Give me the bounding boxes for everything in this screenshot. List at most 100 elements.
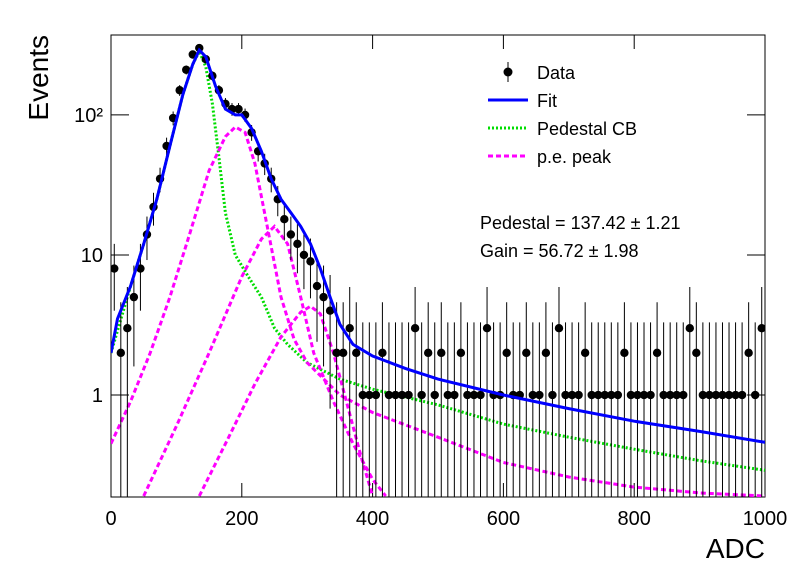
data-point bbox=[580, 348, 590, 358]
data-point bbox=[724, 390, 734, 400]
data-point bbox=[613, 390, 623, 400]
fit-curve bbox=[111, 125, 765, 497]
data-point bbox=[175, 86, 184, 95]
x-tick-label: 600 bbox=[487, 508, 520, 530]
y-tick-label: 10² bbox=[74, 105, 103, 127]
y-tick-label: 1 bbox=[92, 385, 103, 407]
data-point bbox=[665, 390, 675, 400]
data-point bbox=[502, 348, 511, 358]
data-point bbox=[567, 390, 577, 400]
data-point bbox=[325, 306, 335, 315]
x-tick-label: 200 bbox=[225, 508, 258, 530]
data-point bbox=[384, 390, 394, 400]
data-point bbox=[293, 239, 302, 249]
data-point bbox=[123, 323, 132, 333]
data-point bbox=[685, 323, 694, 333]
fit-curve bbox=[142, 224, 387, 497]
legend-label: Fit bbox=[537, 91, 557, 111]
x-tick-label: 0 bbox=[105, 508, 116, 530]
data-point bbox=[718, 390, 727, 400]
x-axis-label: ADC bbox=[706, 533, 765, 564]
data-point bbox=[410, 323, 420, 333]
data-point bbox=[600, 390, 609, 400]
legend-label: Data bbox=[537, 63, 576, 83]
data-point bbox=[391, 390, 400, 400]
data-point bbox=[476, 390, 485, 400]
data-point bbox=[338, 348, 348, 358]
y-axis-label: Events bbox=[23, 35, 54, 121]
data-point bbox=[365, 390, 374, 400]
data-point bbox=[672, 390, 681, 400]
data-point bbox=[306, 257, 315, 266]
data-point bbox=[574, 390, 583, 400]
data-point bbox=[633, 390, 642, 400]
data-point bbox=[345, 323, 354, 333]
data-point bbox=[116, 348, 126, 358]
data-point bbox=[692, 348, 701, 358]
fit-curve bbox=[197, 304, 375, 497]
data-point bbox=[594, 390, 603, 400]
data-point bbox=[548, 390, 557, 400]
data-point bbox=[554, 323, 564, 333]
legend-label: Pedestal CB bbox=[537, 119, 637, 139]
data-point bbox=[705, 390, 714, 400]
data-point bbox=[404, 390, 413, 400]
data-point bbox=[587, 390, 596, 400]
x-tick-label: 800 bbox=[618, 508, 651, 530]
data-point bbox=[561, 390, 570, 400]
data-point bbox=[234, 104, 243, 114]
data-point bbox=[437, 348, 446, 358]
legend-label: p.e. peak bbox=[537, 147, 612, 167]
data-point bbox=[129, 292, 139, 302]
data-point bbox=[620, 348, 629, 358]
data-point bbox=[711, 390, 721, 400]
annotation: Gain = 56.72 ± 1.98 bbox=[480, 241, 639, 261]
data-point bbox=[111, 264, 119, 273]
data-point bbox=[299, 250, 309, 260]
data-point bbox=[319, 292, 328, 302]
y-tick-label: 10 bbox=[81, 245, 103, 267]
data-point bbox=[482, 323, 492, 333]
annotation: Pedestal = 137.42 ± 1.21 bbox=[480, 213, 681, 233]
plot-area bbox=[111, 43, 765, 497]
data-point bbox=[358, 390, 367, 400]
data-point bbox=[528, 390, 538, 400]
data-point bbox=[443, 390, 453, 400]
data-point bbox=[698, 390, 708, 400]
data-point bbox=[607, 390, 616, 400]
data-point bbox=[646, 390, 655, 400]
data-point bbox=[626, 390, 636, 400]
data-point bbox=[312, 281, 322, 291]
data-point bbox=[286, 230, 296, 239]
data-point bbox=[731, 390, 740, 400]
data-point bbox=[182, 65, 191, 74]
data-point bbox=[744, 348, 753, 358]
data-point bbox=[737, 390, 747, 400]
data-point bbox=[659, 390, 668, 400]
data-point bbox=[430, 390, 439, 400]
data-point bbox=[541, 348, 551, 358]
data-point bbox=[463, 390, 472, 400]
data-point bbox=[639, 390, 649, 400]
x-tick-label: 1000 bbox=[743, 508, 788, 530]
data-point bbox=[522, 348, 531, 358]
data-point bbox=[450, 390, 459, 400]
x-tick-label: 400 bbox=[356, 508, 389, 530]
data-point bbox=[332, 348, 341, 358]
data-point bbox=[378, 348, 387, 358]
data-point bbox=[352, 348, 361, 358]
data-point bbox=[679, 390, 688, 400]
data-point bbox=[371, 390, 381, 400]
data-point bbox=[417, 390, 426, 400]
data-point bbox=[750, 390, 760, 400]
data-point bbox=[397, 390, 407, 400]
data-point bbox=[535, 390, 544, 400]
data-point bbox=[469, 390, 479, 400]
data-point bbox=[456, 348, 466, 358]
data-point bbox=[136, 264, 145, 273]
data-point bbox=[652, 348, 662, 358]
data-point bbox=[280, 215, 289, 224]
data-point bbox=[423, 348, 433, 358]
data-point bbox=[757, 323, 765, 333]
